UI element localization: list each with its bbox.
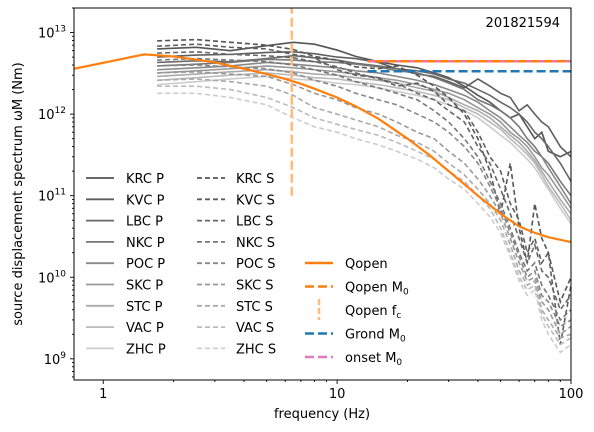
legend-label: SKC S: [236, 279, 274, 294]
legend-label: NKC P: [126, 236, 165, 251]
s-spectrum-line: [157, 78, 571, 339]
p-spectrum-line: [157, 41, 571, 158]
p-spectrum-line: [157, 72, 571, 221]
legend-label: LBC S: [236, 215, 273, 230]
legend-label: LBC P: [126, 215, 163, 230]
legend-label: NKC S: [236, 236, 275, 251]
qopen-line: [74, 53, 571, 244]
y-tick-label: 109: [44, 351, 67, 368]
x-axis-label: frequency (Hz): [274, 407, 370, 422]
y-axis-label: source displacement spectrum ωM (Nm): [11, 62, 26, 325]
legend-label: Qopen M0: [345, 281, 409, 298]
s-spectrum-line: [157, 57, 571, 322]
p-spectrum-line: [157, 54, 571, 182]
y-tick-label: 1013: [38, 25, 66, 42]
legend-label: Grond M0: [345, 328, 406, 345]
legend-label: KVC S: [236, 193, 275, 208]
x-tick-label: 1: [99, 387, 107, 402]
p-spectrum-line: [157, 61, 571, 205]
legend-label: ZHC P: [126, 342, 166, 357]
legend-label: VAC P: [126, 321, 164, 336]
legend-label: onset M0: [345, 351, 402, 368]
s-spectrum-line: [157, 38, 571, 305]
plot-curves: [74, 8, 571, 354]
axes-frame: [73, 7, 572, 381]
legend-label: KRC P: [126, 172, 164, 187]
legend-label: KRC S: [236, 172, 274, 187]
x-tick-label: 10: [329, 387, 346, 402]
p-spectrum-line: [157, 51, 571, 158]
legend-label: POC P: [126, 257, 165, 272]
y-tick-label: 1010: [38, 269, 66, 286]
legend-label: VAC S: [236, 321, 274, 336]
legend-label: KVC P: [126, 193, 165, 208]
legend-label: Qopen fc: [345, 304, 401, 321]
event-id-annotation: 201821594: [486, 16, 560, 31]
p-spectrum-line: [157, 58, 571, 197]
s-spectrum-line: [157, 43, 571, 345]
s-spectrum-line: [157, 71, 571, 336]
x-axis: 1 10 100: [99, 380, 583, 402]
y-axis: 109 1010 1011 1012 1013: [38, 7, 74, 378]
x-tick-label: 100: [559, 387, 584, 402]
s-spectrum-line: [157, 64, 571, 328]
legend-label: SKC P: [126, 279, 163, 294]
legend-label: POC S: [236, 257, 276, 272]
legend-label: Qopen: [345, 257, 388, 272]
s-spectrum-line: [157, 92, 571, 354]
p-spectrum-line: [157, 65, 571, 209]
y-tick-label: 1011: [38, 188, 66, 205]
legend-label: ZHC S: [236, 342, 276, 357]
y-tick-label: 1012: [38, 106, 66, 123]
legend-label: STC S: [236, 300, 273, 315]
s-spectrum-line: [157, 51, 571, 312]
legend-label: STC P: [126, 300, 163, 315]
legend: KRC P KVC P LBC P NKC P POC P SKC P STC P VAC P…: [86, 172, 409, 368]
